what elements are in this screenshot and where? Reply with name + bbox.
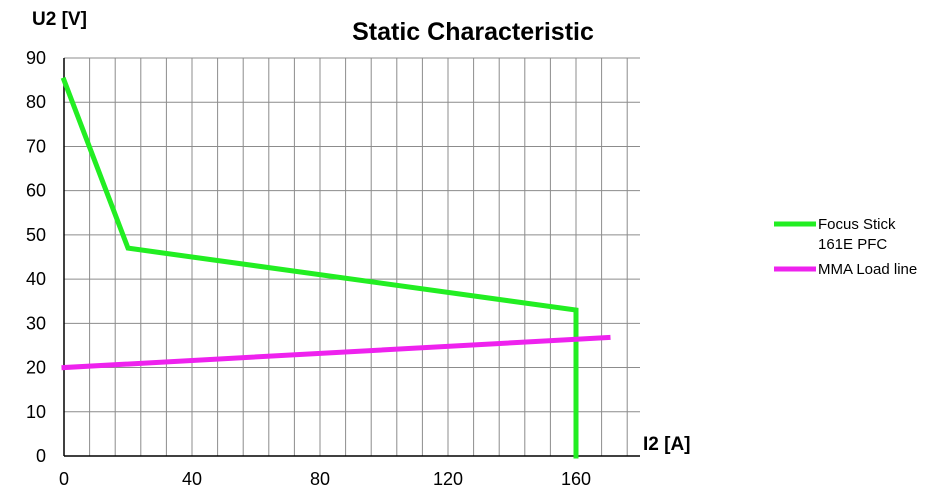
- series-line-1: [60, 76, 579, 459]
- y-tick-label: 50: [26, 225, 46, 245]
- x-tick-label: 80: [310, 469, 330, 489]
- y-tick-label: 60: [26, 181, 46, 201]
- x-tick-label: 0: [59, 469, 69, 489]
- y-tick-label: 40: [26, 269, 46, 289]
- y-tick-label: 90: [26, 48, 46, 68]
- x-axis-label: I2 [A]: [643, 434, 691, 455]
- y-tick-label: 30: [26, 313, 46, 333]
- legend-label: Focus Stick: [818, 216, 896, 233]
- legend: Focus Stick 161E PFC MMA Load line: [774, 216, 917, 278]
- series-lines: [60, 76, 611, 459]
- legend-label: 161E PFC: [818, 236, 887, 253]
- legend-label: MMA Load line: [818, 261, 917, 278]
- y-tick-label: 0: [36, 446, 46, 466]
- y-tick-label: 80: [26, 92, 46, 112]
- chart-title: Static Characteristic: [352, 18, 594, 46]
- series-line-2: [61, 334, 611, 371]
- grid: [63, 57, 640, 457]
- x-tick-label: 120: [433, 469, 463, 489]
- y-tick-label: 10: [26, 402, 46, 422]
- axes: [63, 58, 640, 457]
- y-axis-label: U2 [V]: [32, 9, 87, 30]
- x-tick-label: 160: [561, 469, 591, 489]
- x-tick-label: 40: [182, 469, 202, 489]
- y-tick-label: 20: [26, 358, 46, 378]
- y-tick-label: 70: [26, 136, 46, 156]
- tick-labels: 0 10 20 30 40 50 60 70 80 90 0 40 80 120 160: [26, 48, 591, 489]
